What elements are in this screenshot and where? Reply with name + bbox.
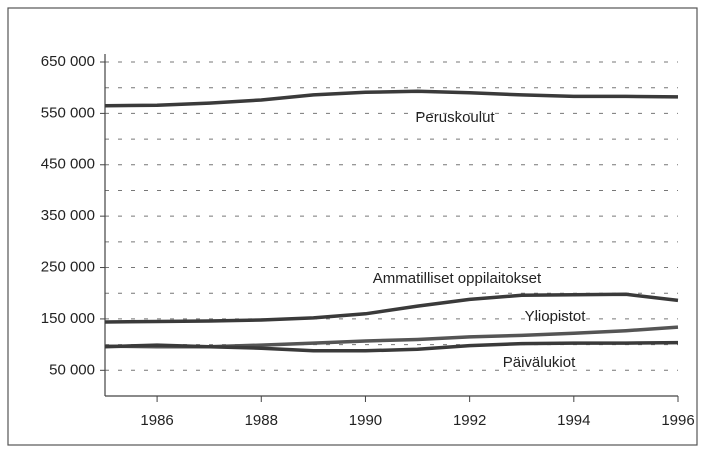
y-tick-label: 450 000 (41, 156, 95, 173)
series-label: Päivälukiot (503, 354, 576, 371)
x-tick-label: 1994 (557, 412, 590, 429)
y-tick-label: 150 000 (41, 310, 95, 327)
x-tick-label: 1990 (349, 412, 382, 429)
y-tick-label: 550 000 (41, 104, 95, 121)
series-line (104, 292, 679, 324)
x-tick-label: 1996 (661, 412, 694, 429)
series-label: Yliopistot (525, 308, 587, 325)
series-line (104, 340, 679, 353)
series-line (104, 89, 679, 108)
series-label: Ammatilliset oppilaitokset (373, 270, 542, 287)
y-tick-label: 250 000 (41, 259, 95, 276)
y-tick-label: 350 000 (41, 207, 95, 224)
x-tick-label: 1986 (140, 412, 173, 429)
frame (7, 7, 698, 446)
x-tick-label: 1992 (453, 412, 486, 429)
y-tick-label: 650 000 (41, 53, 95, 70)
y-tick-label: 50 000 (49, 361, 95, 378)
series-label: Peruskoulut (415, 109, 495, 126)
x-tick-label: 1988 (245, 412, 278, 429)
